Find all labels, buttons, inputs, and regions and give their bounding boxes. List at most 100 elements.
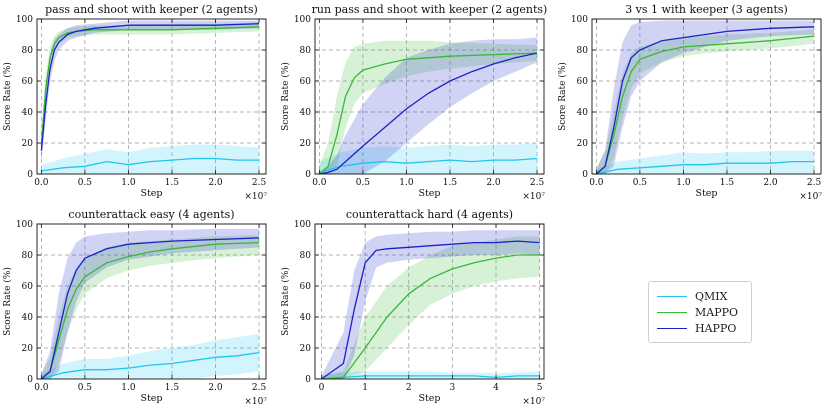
legend-item-qmix: QMIX xyxy=(657,288,727,304)
x-tick-label: 1.5 xyxy=(443,178,458,188)
legend-swatch-mappo xyxy=(657,311,687,313)
x-tick-label: 1 xyxy=(362,383,368,393)
y-tick-label: 100 xyxy=(16,220,33,230)
x-tick-label: 0.5 xyxy=(633,178,648,188)
series-line-qmix xyxy=(596,160,814,174)
x-axis-label: Step xyxy=(418,393,440,404)
y-tick-label: 80 xyxy=(300,46,312,56)
x-tick-label: 1.0 xyxy=(121,178,136,188)
band-qmix xyxy=(319,143,537,174)
legend-label-mappo: MAPPO xyxy=(695,305,739,319)
series-group xyxy=(40,20,260,174)
y-tick-label: 0 xyxy=(582,170,588,180)
legend-swatch-qmix xyxy=(657,295,687,297)
axes-frame xyxy=(36,223,267,380)
series-group xyxy=(595,20,815,174)
y-tick-label: 100 xyxy=(294,15,311,25)
y-tick-label: 20 xyxy=(300,344,312,354)
y-tick-label: 60 xyxy=(577,77,589,87)
x-tick-label: 3 xyxy=(450,383,456,393)
band-happo xyxy=(319,37,537,174)
y-tick-label: 80 xyxy=(22,46,34,56)
x-multiplier: ×10⁷ xyxy=(522,397,545,407)
x-multiplier: ×10⁷ xyxy=(244,397,267,407)
chart-panel-1: 0.0 0.5 1.0 1.5 2.0 2.5 0 20 40 60 80 100 pass and s… xyxy=(2,3,267,202)
x-tick-label: 2.0 xyxy=(763,178,778,188)
series-line-happo xyxy=(321,240,540,379)
y-tick-label: 20 xyxy=(22,139,34,149)
series-group xyxy=(40,228,260,379)
y-tick-label: 40 xyxy=(22,108,34,118)
chart-title: run pass and shoot with keeper (2 agents… xyxy=(312,3,548,16)
chart-title: counterattack easy (4 agents) xyxy=(68,208,234,221)
band-mappo xyxy=(319,40,537,174)
x-tick-label: 2.5 xyxy=(252,383,267,393)
series-line-qmix xyxy=(319,157,538,174)
band-happo xyxy=(321,230,540,379)
chart-title: 3 vs 1 with keeper (3 agents) xyxy=(625,3,788,16)
x-axis-label: Step xyxy=(140,188,162,199)
x-axis-label: Step xyxy=(695,188,717,199)
series-line-qmix xyxy=(321,375,540,379)
series-line-happo xyxy=(40,23,260,151)
x-tick-label: 2.0 xyxy=(208,383,223,393)
x-tick-label: 4 xyxy=(493,383,499,393)
x-tick-label: 0.0 xyxy=(312,178,327,188)
chart-title: pass and shoot with keeper (2 agents) xyxy=(45,3,258,16)
axes-frame xyxy=(36,18,267,175)
chart-panel-5: 0 1 2 3 4 5 0 20 40 60 80 100 counterattack hard (4 … xyxy=(280,208,545,407)
x-tick-label: 2.0 xyxy=(208,178,223,188)
x-tick-label: 0.5 xyxy=(78,383,93,393)
y-axis-label: Score Rate (%) xyxy=(280,62,291,131)
x-tick-label: 0.5 xyxy=(78,178,93,188)
y-tick-label: 60 xyxy=(22,282,34,292)
series-line-happo xyxy=(40,237,260,379)
y-axis-label: Score Rate (%) xyxy=(280,267,291,336)
y-tick-label: 0 xyxy=(305,170,311,180)
y-tick-label: 60 xyxy=(300,77,312,87)
band-happo xyxy=(596,20,814,174)
series-line-mappo xyxy=(40,241,260,379)
x-tick-label: 1.5 xyxy=(165,383,180,393)
x-tick-label: 5 xyxy=(537,383,543,393)
y-tick-label: 80 xyxy=(577,46,589,56)
y-axis-label: Score Rate (%) xyxy=(2,62,13,131)
x-axis-label: Step xyxy=(418,188,440,199)
y-tick-label: 20 xyxy=(22,344,34,354)
series-group xyxy=(318,37,538,174)
x-tick-label: 0.5 xyxy=(356,178,371,188)
x-tick-label: 1.0 xyxy=(399,178,414,188)
legend-item-happo: HAPPO xyxy=(657,320,736,336)
x-tick-label: 0 xyxy=(319,383,325,393)
x-tick-label: 2.5 xyxy=(807,178,822,188)
y-tick-label: 40 xyxy=(300,108,312,118)
y-tick-label: 20 xyxy=(300,139,312,149)
band-qmix xyxy=(41,334,260,379)
band-happo xyxy=(41,20,260,162)
x-tick-label: 1.0 xyxy=(676,178,691,188)
series-line-mappo xyxy=(318,52,538,174)
y-tick-label: 80 xyxy=(300,251,312,261)
x-multiplier: ×10⁷ xyxy=(799,192,822,202)
band-qmix xyxy=(596,150,814,174)
x-tick-label: 2.0 xyxy=(486,178,501,188)
x-tick-label: 1.5 xyxy=(165,178,180,188)
chart-panel-3: 0.0 0.5 1.0 1.5 2.0 2.5 0 20 40 60 80 100 3 vs 1 wit… xyxy=(557,3,822,202)
series-line-mappo xyxy=(40,26,260,147)
legend-item-mappo: MAPPO xyxy=(657,304,738,320)
y-tick-label: 0 xyxy=(27,375,33,385)
axes-frame xyxy=(591,18,822,175)
series-line-happo xyxy=(595,26,815,174)
band-mappo xyxy=(41,234,260,379)
x-tick-label: 1.5 xyxy=(720,178,735,188)
y-tick-label: 80 xyxy=(22,251,34,261)
y-axis-label: Score Rate (%) xyxy=(2,267,13,336)
series-line-qmix xyxy=(41,351,260,379)
y-tick-label: 100 xyxy=(571,15,588,25)
x-tick-label: 0.0 xyxy=(589,178,604,188)
axes-frame xyxy=(314,18,545,175)
x-tick-label: 2.5 xyxy=(252,178,267,188)
x-tick-label: 0.0 xyxy=(34,383,49,393)
